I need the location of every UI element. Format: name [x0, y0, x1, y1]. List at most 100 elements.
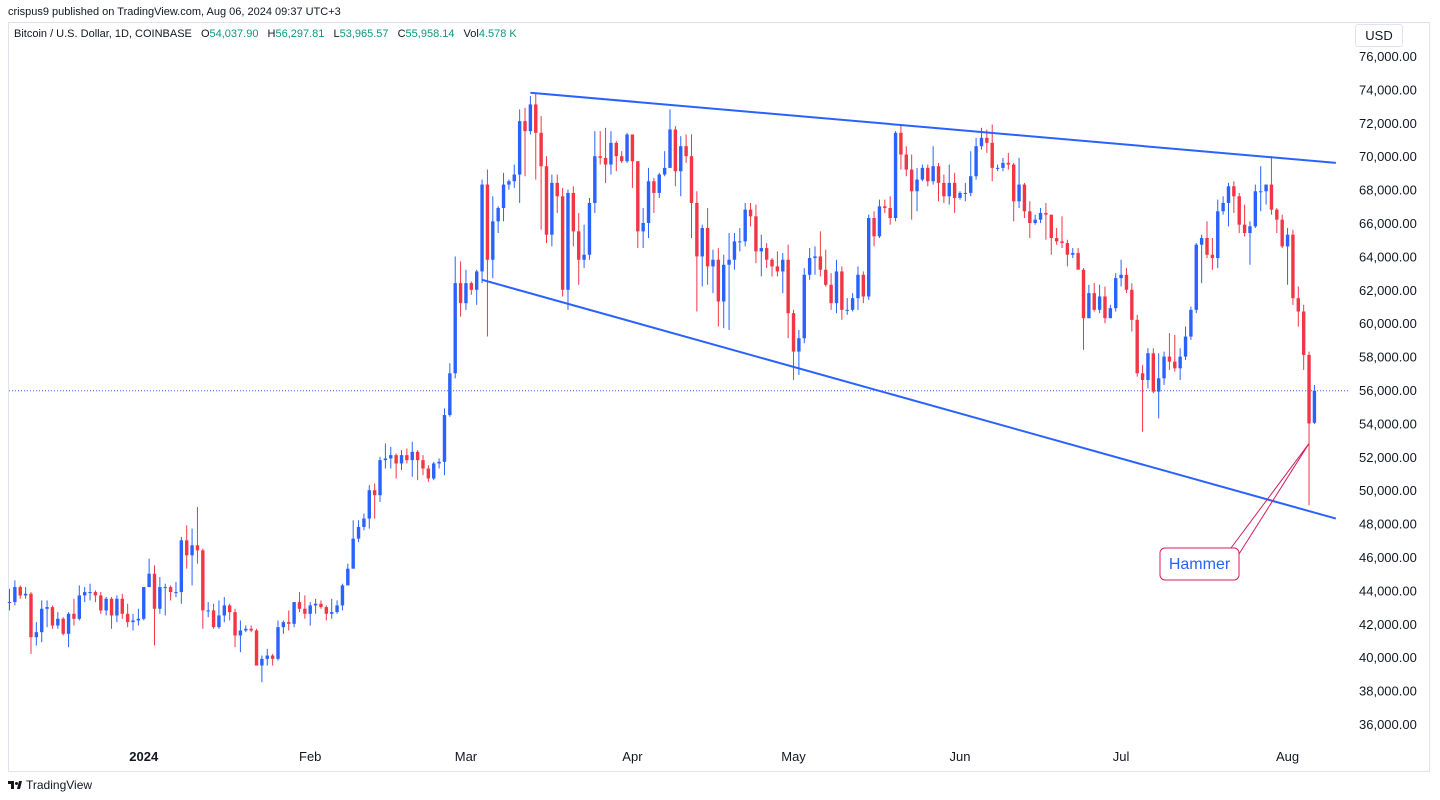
volume-value: 4.578 K — [478, 28, 517, 40]
candle-body — [1146, 353, 1150, 380]
candle-body — [1199, 238, 1204, 245]
candle-body — [362, 518, 366, 527]
candle-body — [131, 620, 135, 623]
candle-body — [770, 259, 774, 267]
candle-body — [174, 592, 178, 594]
candle-body — [1259, 191, 1263, 193]
candle-body — [990, 142, 994, 168]
candle-body — [936, 166, 941, 183]
x-tick-label: Jun — [950, 749, 971, 764]
candle-body — [1248, 226, 1252, 234]
candle-body — [152, 573, 157, 609]
candle-body — [1226, 186, 1231, 203]
candle-body — [668, 129, 672, 168]
candle-body — [18, 587, 22, 596]
candle-body — [1130, 289, 1134, 320]
candle-body — [93, 592, 98, 596]
candle-body — [705, 228, 710, 267]
candle-body — [899, 132, 903, 155]
candle-body — [550, 182, 554, 235]
candle-body — [517, 121, 522, 175]
candle-body — [351, 538, 355, 569]
candle-body — [636, 161, 640, 232]
candle-body — [66, 613, 71, 634]
annotation-pointer — [1238, 443, 1310, 555]
candle-body — [287, 622, 291, 624]
x-tick-label: May — [781, 749, 806, 764]
candle-body — [684, 146, 688, 157]
candle-body — [120, 598, 124, 614]
candle-body — [775, 266, 780, 272]
candle-body — [587, 202, 592, 255]
candle-body — [528, 104, 533, 132]
candle-body — [405, 455, 409, 461]
candle-body — [1140, 373, 1145, 380]
candle-body — [673, 129, 678, 172]
candle-body — [356, 526, 361, 539]
y-tick-label: 46,000.00 — [1359, 550, 1417, 565]
candle-body — [813, 256, 817, 259]
currency-button[interactable]: USD — [1355, 24, 1403, 47]
candle-body — [77, 595, 82, 619]
candle-body — [125, 613, 130, 623]
candle-body — [313, 603, 318, 606]
y-tick-label: 70,000.00 — [1359, 149, 1417, 164]
y-tick-label: 56,000.00 — [1359, 383, 1417, 398]
candle-body — [1033, 219, 1037, 223]
candle-body — [700, 228, 704, 257]
tradingview-logo[interactable]: TradingView — [8, 778, 92, 792]
candle-body — [1189, 309, 1193, 337]
x-tick-label: Feb — [299, 749, 321, 764]
candle-body — [888, 207, 892, 218]
candle-body — [1269, 184, 1274, 210]
candle-body — [834, 271, 839, 304]
symbol-title: Bitcoin / U.S. Dollar, 1D, COINBASE — [14, 28, 192, 40]
candle-body — [1017, 184, 1021, 202]
x-tick-label: Apr — [622, 749, 643, 764]
candle-body — [507, 181, 511, 185]
open-label: O — [200, 28, 210, 40]
candle-body — [1087, 293, 1091, 319]
candle-body — [1071, 253, 1075, 255]
candle-body — [781, 259, 785, 272]
candle-body — [958, 192, 962, 198]
candle-body — [1156, 378, 1161, 392]
candle-body — [1162, 356, 1166, 379]
close-value: 55,958.14 — [405, 28, 455, 40]
candle-body — [1280, 219, 1284, 247]
candle-body — [45, 607, 49, 609]
candle-body — [743, 209, 747, 242]
tradingview-icon — [8, 780, 22, 790]
candle-body — [1001, 162, 1005, 168]
candle-body — [544, 166, 549, 235]
candle-body — [652, 181, 656, 193]
y-tick-label: 54,000.00 — [1359, 416, 1417, 431]
annotation-box — [1159, 547, 1240, 581]
candle-body — [1242, 224, 1247, 234]
candle-body — [641, 223, 645, 232]
x-tick-label: Jul — [1113, 749, 1130, 764]
candle-body — [974, 146, 978, 177]
candle-body — [1076, 253, 1080, 270]
candle-body — [947, 182, 951, 197]
candle-body — [222, 605, 226, 616]
candle-body — [1194, 244, 1198, 310]
candle-body — [163, 587, 167, 589]
candle-body — [394, 455, 398, 464]
candle-body — [593, 156, 597, 203]
candle-body — [179, 540, 184, 593]
candle-body — [657, 174, 661, 193]
candle-body — [1285, 234, 1290, 247]
candle-body — [985, 137, 989, 143]
candle-body — [61, 618, 65, 634]
candle-body — [1108, 308, 1113, 319]
candle-body — [732, 241, 737, 260]
candle-body — [1006, 162, 1011, 165]
candle-body — [501, 184, 506, 208]
candle-body — [330, 612, 334, 614]
candle-body — [695, 202, 699, 257]
candle-body — [1216, 211, 1220, 259]
candle-body — [786, 259, 790, 314]
y-tick-label: 42,000.00 — [1359, 617, 1417, 632]
